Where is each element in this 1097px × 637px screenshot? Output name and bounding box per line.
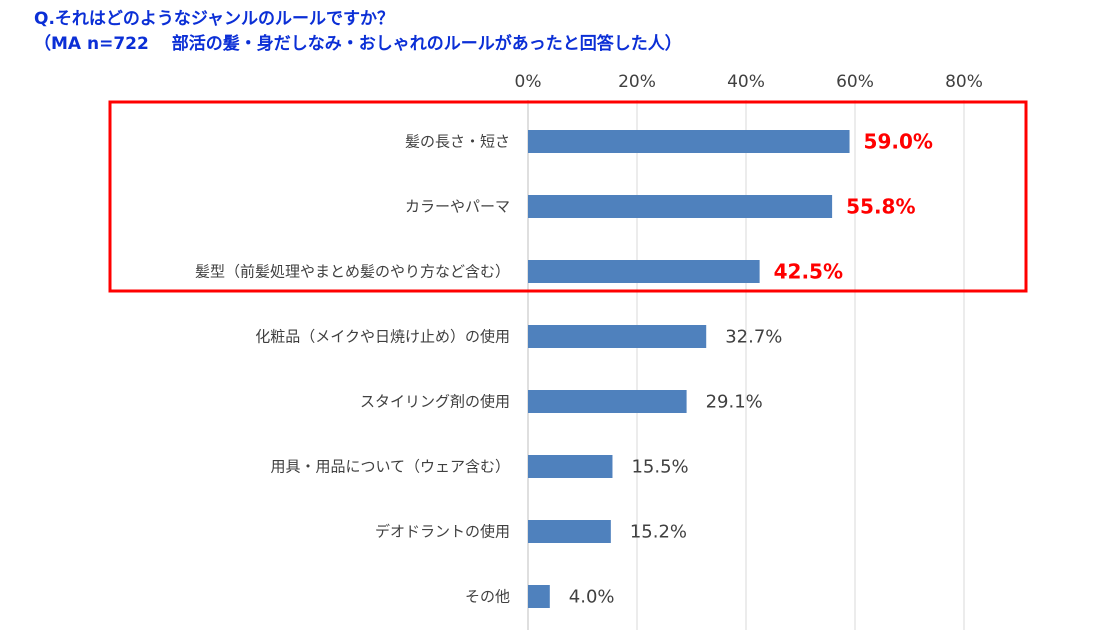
x-tick-label: 60%	[836, 72, 874, 92]
value-label: 55.8%	[846, 195, 915, 219]
chart-title: Q.それはどのようなジャンルのルールですか？	[34, 9, 395, 29]
bar	[528, 130, 850, 153]
bar	[528, 195, 833, 218]
category-label: カラーやパーマ	[405, 198, 510, 216]
bar	[528, 390, 687, 413]
x-tick-label: 40%	[727, 72, 765, 92]
category-label: 用具・用品について（ウェア含む）	[270, 458, 510, 476]
bar	[528, 260, 760, 283]
value-label: 59.0%	[864, 130, 933, 154]
x-tick-label: 80%	[945, 72, 983, 92]
value-label: 15.5%	[631, 457, 688, 478]
highlight-box	[108, 100, 1028, 293]
value-label: 15.2%	[630, 522, 687, 543]
value-label: 32.7%	[725, 327, 782, 348]
value-label: 29.1%	[706, 392, 763, 413]
value-label: 42.5%	[774, 260, 843, 284]
category-label: その他	[465, 588, 510, 606]
category-label: 髪型（前髪処理やまとめ髪のやり方など含む）	[195, 263, 510, 281]
bar	[528, 520, 611, 543]
value-label: 4.0%	[569, 587, 615, 608]
bar	[528, 455, 613, 478]
category-label: 化粧品（メイクや日焼け止め）の使用	[255, 328, 510, 346]
category-label: 髪の長さ・短さ	[405, 133, 510, 151]
chart-subtitle: （MA n=722 部活の髪・身だしなみ・おしゃれのルールがあったと回答した人）	[34, 34, 682, 54]
category-label: デオドラントの使用	[375, 523, 510, 541]
bar	[528, 585, 550, 608]
bar	[528, 325, 707, 348]
x-tick-label: 20%	[618, 72, 656, 92]
x-tick-label: 0%	[515, 72, 542, 92]
category-label: スタイリング剤の使用	[360, 393, 510, 411]
